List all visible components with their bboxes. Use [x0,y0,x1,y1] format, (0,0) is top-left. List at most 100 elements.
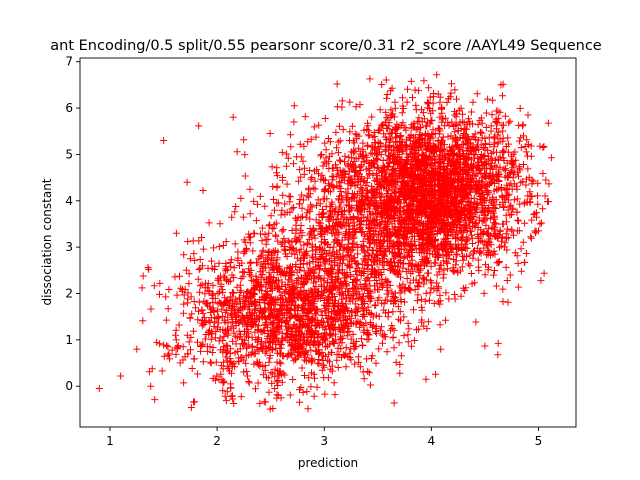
data-point [326,138,334,146]
data-point [505,196,513,204]
data-point [452,122,460,130]
data-point [467,227,475,235]
data-point [334,138,342,146]
data-point [299,157,307,165]
data-point [277,211,285,219]
data-point [278,227,286,235]
data-point [438,118,446,126]
data-point [439,251,447,259]
data-point [487,127,495,135]
data-point [410,119,418,127]
data-point [448,143,456,151]
data-point [287,143,295,151]
data-point [528,216,536,224]
data-point [315,121,323,129]
data-point [498,237,505,245]
data-point [422,122,430,130]
data-point [456,152,464,160]
data-point [396,204,404,212]
data-point [531,210,539,218]
data-point [481,271,489,279]
data-point [378,81,386,88]
data-point [517,245,525,253]
data-point [366,167,374,175]
data-point [522,181,530,189]
data-point [400,332,408,340]
data-point [490,247,498,255]
data-point [491,267,498,274]
data-point [409,94,416,102]
data-point [493,186,501,194]
data-point [258,224,266,232]
data-point [460,193,468,201]
data-point [347,272,354,280]
data-point [515,217,522,225]
data-point [481,211,489,219]
data-point [383,296,391,304]
data-point [321,139,329,147]
data-point [321,390,329,398]
data-point [483,215,491,223]
data-point [486,206,494,214]
data-point [283,150,291,158]
data-point [541,192,549,200]
data-point [348,154,356,162]
data-point [297,222,305,229]
data-point [461,125,469,133]
data-point [390,399,398,407]
data-point [513,252,521,260]
data-point [445,192,453,200]
data-point [417,131,425,139]
data-point [494,114,502,122]
data-point [481,152,489,159]
data-point [522,148,530,156]
data-point [322,146,330,154]
data-point [231,240,239,248]
data-point [461,217,469,225]
data-point [189,327,197,335]
data-point [524,152,531,160]
data-point [464,115,472,123]
data-point [388,186,396,194]
data-point [234,248,242,256]
data-point [215,259,223,267]
data-point [303,388,311,396]
data-point [430,299,438,307]
data-point [286,193,294,201]
data-point [397,352,405,360]
data-point [195,122,203,130]
data-point [483,242,491,250]
data-point [295,177,303,185]
data-point [519,238,527,246]
data-point [284,154,292,162]
data-point [232,203,240,210]
data-point [207,359,215,367]
data-point [338,295,346,303]
data-point [261,231,269,239]
data-point [427,117,435,125]
data-point [296,140,304,148]
data-point [245,379,253,387]
data-point [479,161,487,169]
data-point [451,86,459,94]
data-point [438,104,446,112]
data-point [287,131,294,139]
data-point [317,151,325,158]
data-point [492,107,500,115]
data-point [527,234,535,242]
data-point [502,263,510,271]
data-point [311,185,319,193]
data-point [422,289,430,297]
data-point [367,381,374,389]
data-point [336,137,344,145]
data-point [432,370,440,378]
data-point [473,90,481,98]
data-point [474,256,482,264]
data-point [444,133,452,141]
data-point [296,166,304,174]
data-point [319,162,327,170]
data-point [216,220,224,228]
data-point [383,91,391,98]
data-point [515,137,523,145]
data-point [333,144,341,152]
